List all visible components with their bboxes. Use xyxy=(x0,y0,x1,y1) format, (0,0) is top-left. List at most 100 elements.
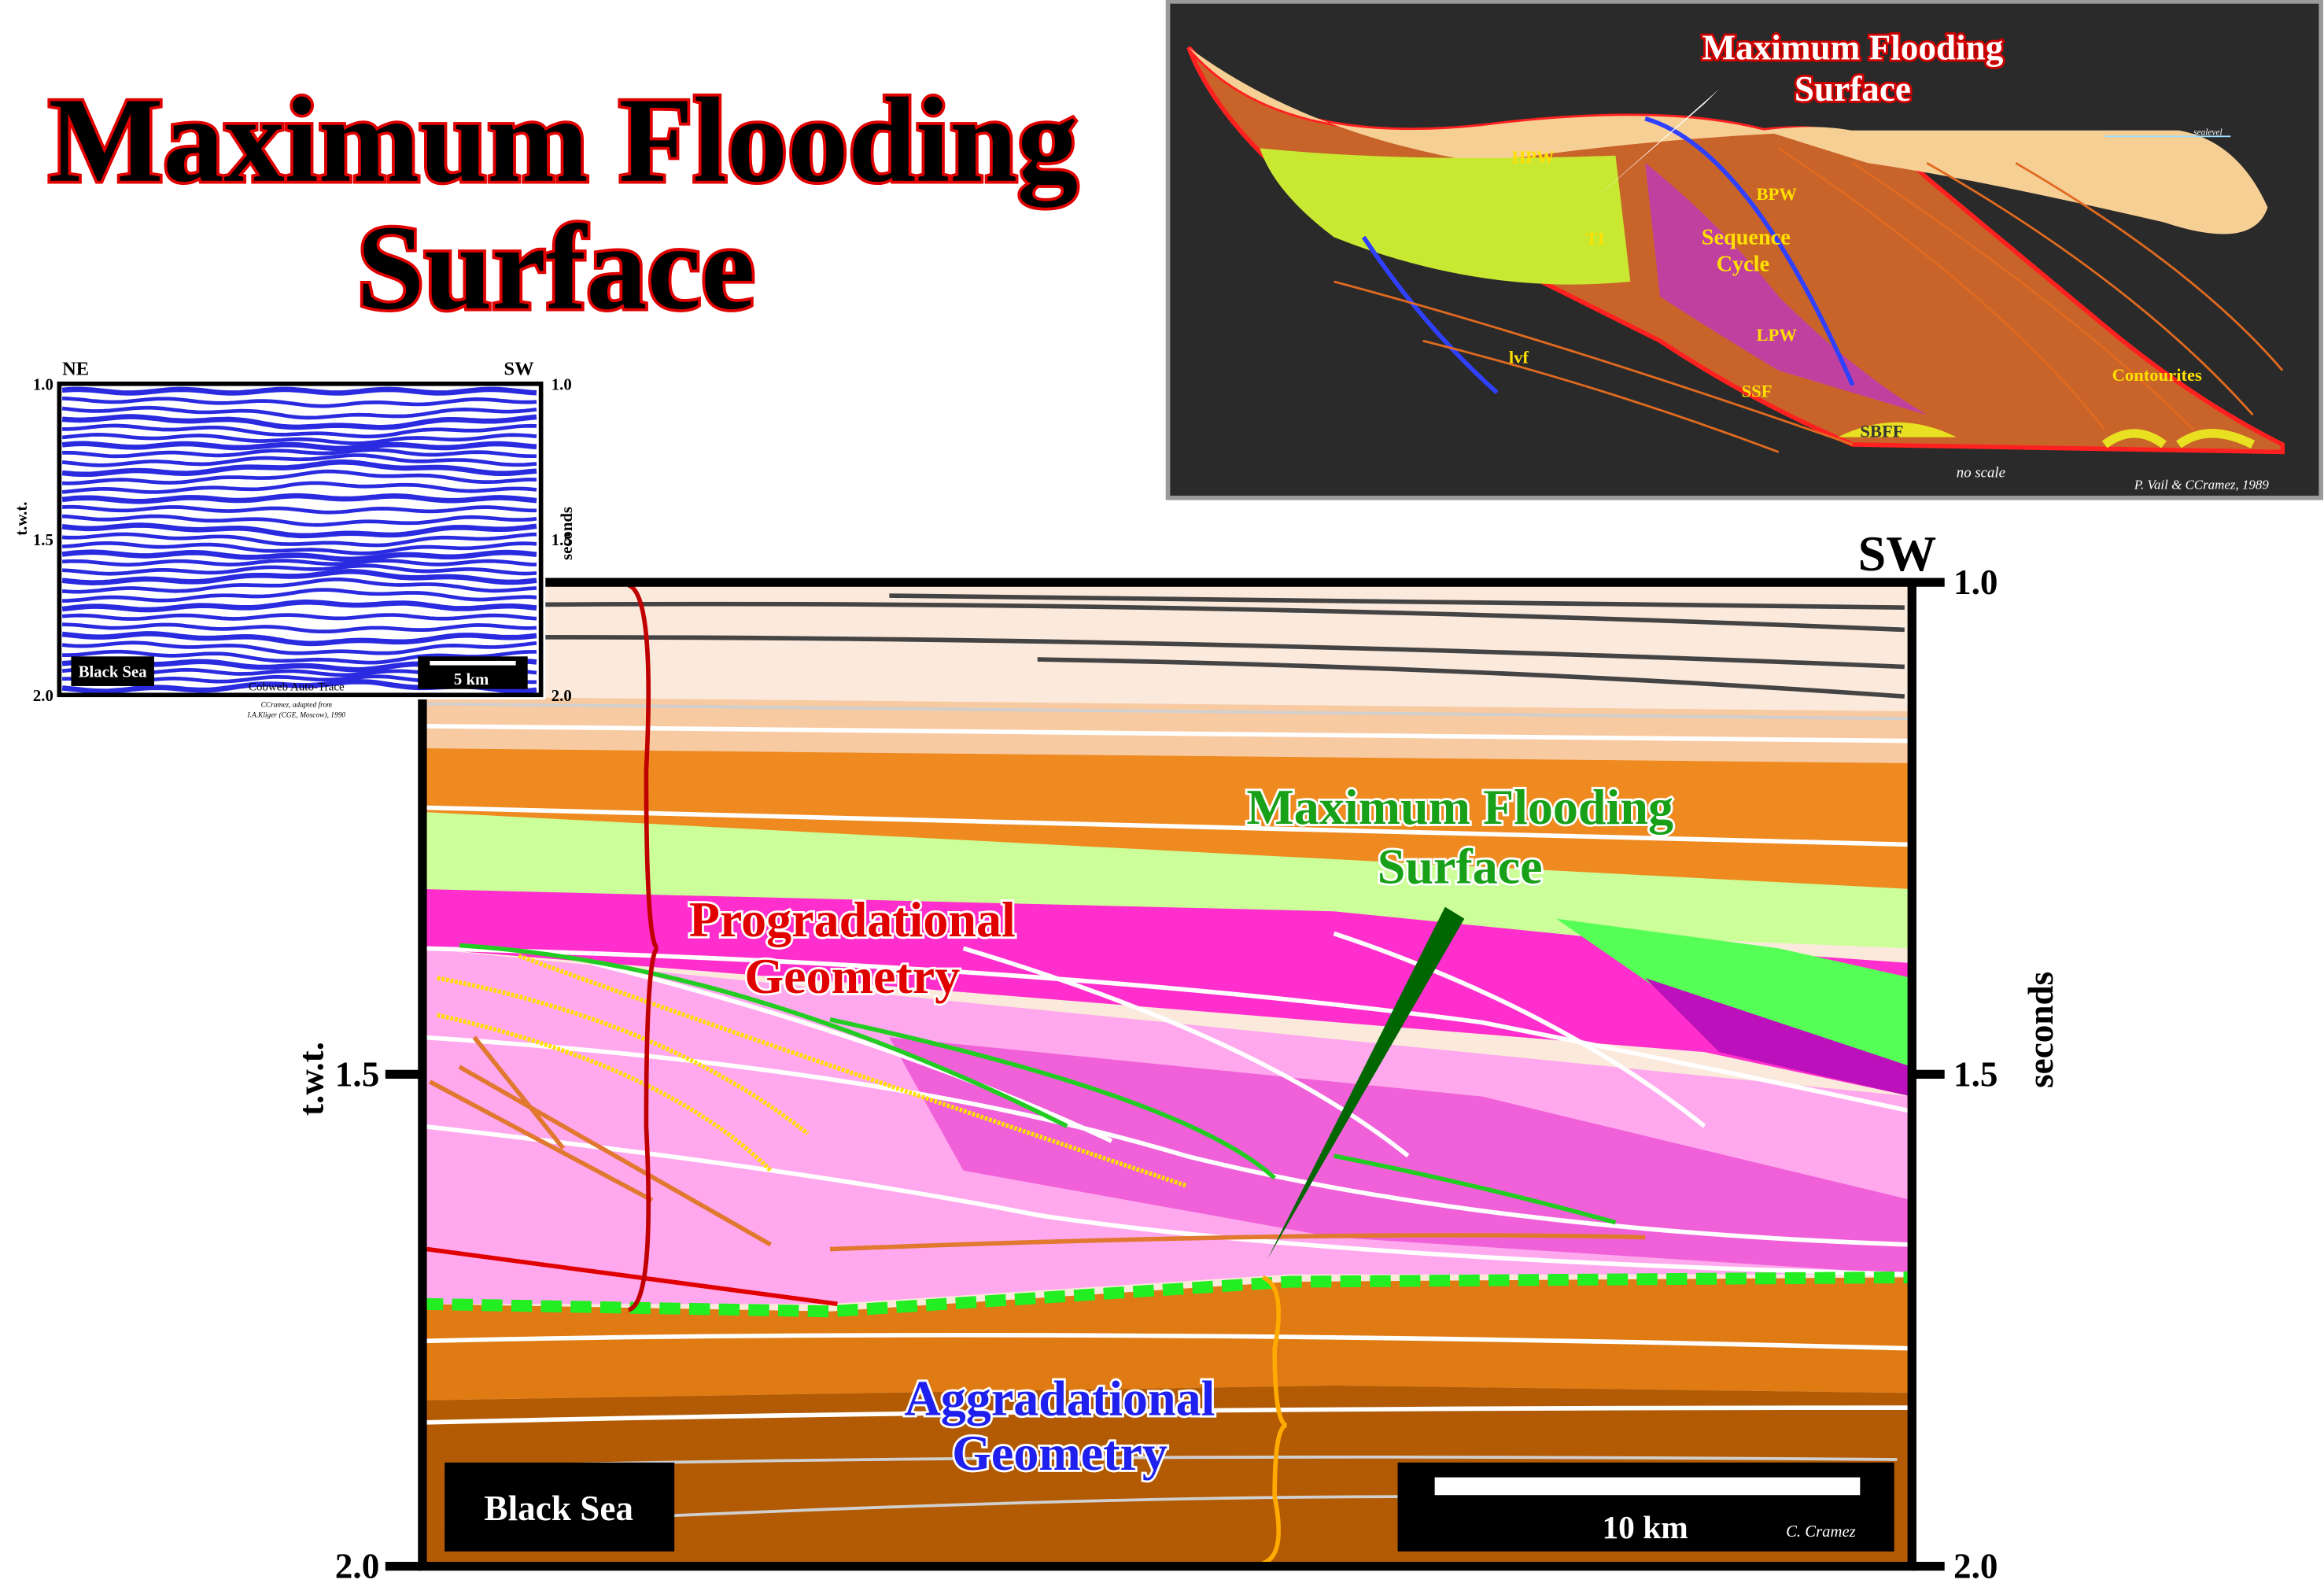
vail-label: TI xyxy=(1586,229,1605,249)
geometry-label: Geometry xyxy=(744,948,960,1004)
shape xyxy=(1645,163,1927,415)
shape xyxy=(426,1246,838,1307)
vail-label: Sequence xyxy=(1702,226,1791,250)
vail-label: BPW xyxy=(1756,184,1797,204)
shape xyxy=(422,1035,1913,1247)
seismic-reflector xyxy=(62,532,537,548)
seismic-reflector xyxy=(61,453,537,467)
seismic-reflector xyxy=(61,578,537,594)
axis-label: t.w.t. xyxy=(13,502,31,536)
shape xyxy=(1334,280,1854,446)
vail-label: SSF xyxy=(1742,382,1773,401)
shape xyxy=(2101,429,2256,449)
shape xyxy=(540,601,1905,633)
caption: I.A.Kliger (CGE, Moscow), 1990 xyxy=(246,711,345,720)
axis-label: seconds xyxy=(559,507,576,560)
shape xyxy=(459,943,1617,1225)
shape xyxy=(472,1035,566,1150)
scale: 10 km xyxy=(1602,1509,1688,1545)
shape xyxy=(437,954,1187,1188)
seismic-reflector xyxy=(61,441,537,452)
shape xyxy=(1037,657,1905,699)
shape xyxy=(1593,88,1720,201)
shape xyxy=(889,593,1905,610)
geometry-label: Geometry xyxy=(952,1425,1168,1481)
direction: SW xyxy=(1858,526,1937,581)
shape xyxy=(962,946,1410,1158)
shape xyxy=(1361,235,1499,395)
shape xyxy=(1422,339,1780,453)
shape xyxy=(518,954,1187,1188)
shape xyxy=(829,1233,1646,1252)
seismic-reflector xyxy=(61,613,537,622)
seismic-reflector xyxy=(61,481,537,494)
shape xyxy=(1333,931,1706,1128)
seismic-reflector xyxy=(61,459,537,478)
shape xyxy=(458,1065,773,1247)
geometry-label: Aggradational xyxy=(905,1371,1215,1426)
seismic-reflector xyxy=(62,469,537,485)
seismic-reflector xyxy=(62,423,537,439)
seismic-reflector xyxy=(61,405,537,420)
seismic-reflector xyxy=(61,493,537,504)
seismic-reflector xyxy=(61,569,537,585)
shape xyxy=(422,696,1913,763)
seismic-reflector xyxy=(62,541,537,555)
shape xyxy=(1852,161,2195,431)
shape xyxy=(829,1017,1277,1180)
shape xyxy=(422,702,1913,721)
shape xyxy=(437,976,810,1135)
title-line: Surface xyxy=(356,201,754,335)
caption: CCramez, adapted from xyxy=(261,700,333,709)
seismic-reflector xyxy=(61,414,537,430)
vail-label: SBFF xyxy=(1860,422,1903,441)
seismic-reflector xyxy=(61,640,537,655)
shape xyxy=(445,1462,675,1552)
scale: 5 km xyxy=(454,671,489,688)
shape xyxy=(1261,1275,1288,1566)
shape xyxy=(422,805,1913,847)
vail-label: lvf xyxy=(1509,347,1529,367)
shape xyxy=(430,660,516,666)
axis-label: t.w.t. xyxy=(292,1042,331,1116)
seismic-reflector xyxy=(62,504,537,515)
seismic-reflector xyxy=(61,386,537,396)
tick-label: 2.0 xyxy=(335,1547,379,1586)
vail-diagram: Maximum Flooding Surface HPW BPW TI LPW … xyxy=(1165,0,2324,500)
seismic-reflector xyxy=(62,622,537,634)
shape xyxy=(1334,147,2284,453)
shape xyxy=(1434,1477,1861,1496)
tick-label: 1.5 xyxy=(1953,1054,1998,1094)
shape xyxy=(1838,422,1957,437)
shape xyxy=(422,946,1913,1114)
shape xyxy=(422,888,1913,1097)
shape xyxy=(57,381,544,698)
seismic-reflector xyxy=(62,559,537,567)
credit: C. Cramez xyxy=(1786,1523,1856,1541)
axis-label: seconds xyxy=(2021,972,2060,1088)
shape xyxy=(1763,130,2268,234)
geometry-label: Progradational xyxy=(689,891,1016,947)
shape xyxy=(1333,1153,1617,1225)
shape xyxy=(422,1271,1913,1318)
shape xyxy=(1645,977,1913,1097)
location: Black Sea xyxy=(79,664,148,681)
seismic-reflector xyxy=(61,631,537,647)
shape xyxy=(422,723,1913,744)
vail-label: Contourites xyxy=(2112,365,2202,385)
tick-label: 2.0 xyxy=(551,688,572,705)
mfs-label: Maximum Flooding xyxy=(1246,779,1673,835)
shape xyxy=(422,1405,1913,1425)
shape xyxy=(429,1035,1646,1252)
credit: P. Vail & CCramez, 1989 xyxy=(2134,477,2270,492)
tick-label: 1.0 xyxy=(33,376,53,393)
tick-label: 1.0 xyxy=(551,376,572,393)
shape xyxy=(422,723,1913,1425)
callout: Maximum Flooding xyxy=(1702,28,2003,67)
shape xyxy=(592,961,1113,1143)
tick-label: 2.0 xyxy=(1953,1547,1998,1586)
shape xyxy=(1188,47,1898,164)
shape xyxy=(1926,161,2254,416)
seismic-reflector xyxy=(61,433,537,445)
